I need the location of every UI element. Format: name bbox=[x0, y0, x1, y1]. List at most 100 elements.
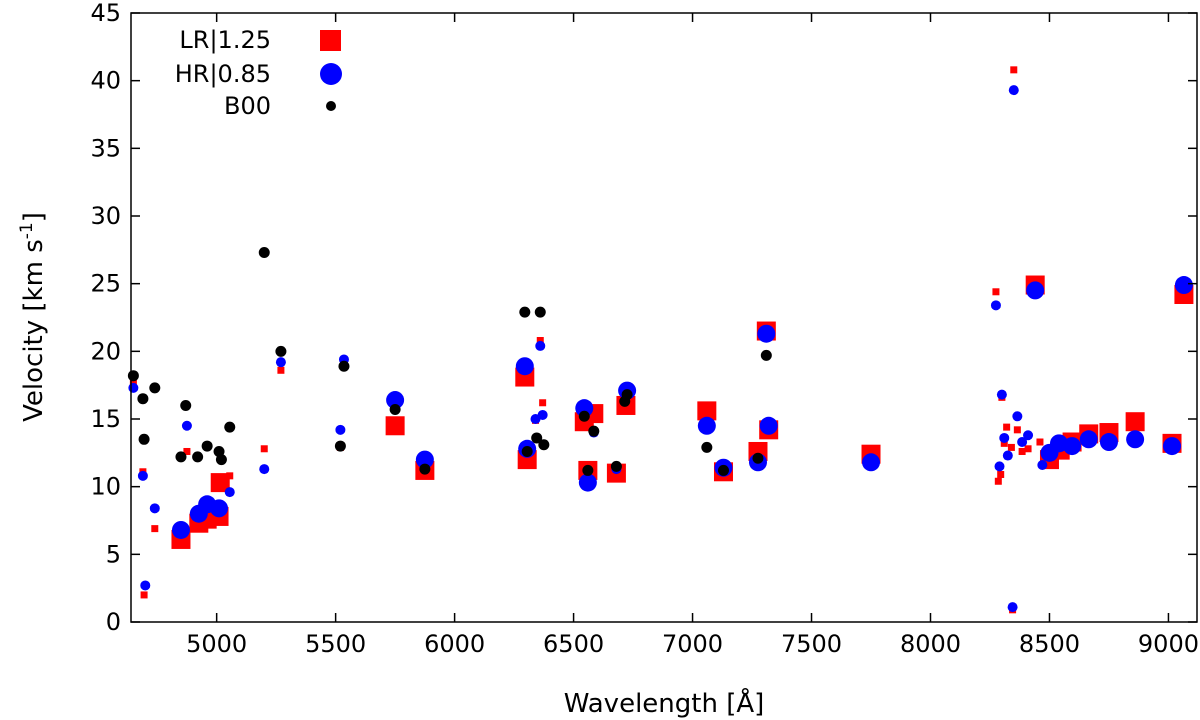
data-point bbox=[1007, 602, 1018, 613]
y-tick-label: 20 bbox=[90, 337, 121, 365]
data-point bbox=[171, 520, 190, 539]
data-point bbox=[1023, 430, 1034, 441]
y-tick-label: 40 bbox=[90, 67, 121, 95]
data-point bbox=[334, 440, 346, 452]
data-point bbox=[201, 440, 213, 452]
data-point bbox=[1018, 447, 1026, 455]
data-point bbox=[224, 421, 236, 433]
data-point bbox=[1024, 445, 1032, 453]
data-point bbox=[1037, 460, 1048, 471]
y-tick-label: 25 bbox=[90, 270, 121, 298]
data-point bbox=[385, 416, 405, 436]
data-point bbox=[275, 345, 287, 357]
x-axis-ticks: 5000 5500 6000 6500 7000 7500 8000 8500 9000 bbox=[186, 13, 1199, 658]
data-point bbox=[1079, 430, 1098, 449]
data-point bbox=[210, 473, 230, 493]
data-point bbox=[151, 525, 159, 533]
data-point bbox=[992, 288, 1000, 296]
data-point bbox=[1125, 412, 1145, 432]
legend: LR|1.25 HR|0.85 B00 bbox=[175, 26, 342, 120]
data-point bbox=[1007, 443, 1015, 451]
y-tick-label: 30 bbox=[90, 202, 121, 230]
data-point bbox=[515, 357, 534, 376]
data-point bbox=[757, 324, 776, 343]
plot-area bbox=[127, 66, 1194, 614]
data-point bbox=[1012, 411, 1023, 422]
y-tick-label: 0 bbox=[106, 608, 121, 636]
data-point bbox=[1002, 450, 1013, 461]
y-axis-title-main: Velocity [km s bbox=[19, 239, 49, 422]
data-point bbox=[1099, 433, 1118, 452]
data-point bbox=[990, 300, 1001, 311]
data-point bbox=[531, 432, 543, 444]
data-point bbox=[610, 460, 622, 472]
data-point bbox=[519, 306, 531, 318]
data-point bbox=[149, 382, 161, 394]
data-point bbox=[415, 450, 434, 469]
data-point bbox=[760, 349, 772, 361]
data-point bbox=[149, 503, 160, 514]
data-point bbox=[1174, 276, 1193, 295]
data-point bbox=[224, 487, 235, 498]
data-point bbox=[259, 464, 270, 475]
data-point bbox=[181, 420, 192, 431]
legend-marker-lr bbox=[320, 30, 341, 51]
legend-label-b00: B00 bbox=[224, 92, 271, 120]
y-axis-ticks: 0 5 10 15 20 25 30 35 40 45 bbox=[90, 0, 1197, 636]
x-tick-label: 6500 bbox=[543, 630, 604, 658]
data-point bbox=[127, 370, 139, 382]
x-axis-title: Wavelength [Å] bbox=[564, 687, 765, 719]
data-point bbox=[226, 472, 234, 480]
axes bbox=[130, 12, 1198, 623]
data-point bbox=[701, 441, 713, 453]
x-tick-label: 7500 bbox=[781, 630, 842, 658]
data-point bbox=[752, 452, 764, 464]
x-tick-label: 8500 bbox=[1019, 630, 1080, 658]
data-point bbox=[129, 378, 137, 386]
data-point bbox=[183, 447, 191, 455]
data-point bbox=[575, 399, 594, 418]
data-point bbox=[534, 306, 546, 318]
y-tick-label: 35 bbox=[90, 134, 121, 162]
legend-label-hr: HR|0.85 bbox=[175, 60, 271, 88]
data-point bbox=[539, 399, 547, 407]
series-b00 bbox=[127, 247, 772, 476]
y-tick-label: 5 bbox=[106, 540, 121, 568]
data-point bbox=[994, 461, 1005, 472]
data-point bbox=[994, 477, 1002, 485]
data-point bbox=[275, 357, 286, 368]
data-point bbox=[1163, 437, 1182, 456]
data-point bbox=[338, 360, 350, 372]
data-point bbox=[258, 247, 270, 259]
series-lr-1-25 bbox=[129, 66, 1194, 614]
data-point bbox=[538, 439, 550, 451]
data-point bbox=[537, 409, 548, 420]
data-point bbox=[588, 425, 600, 437]
x-tick-label: 5000 bbox=[186, 630, 247, 658]
data-point bbox=[1126, 430, 1145, 449]
legend-marker-b00 bbox=[326, 101, 336, 111]
data-point bbox=[999, 432, 1010, 443]
data-point bbox=[1010, 66, 1018, 74]
data-point bbox=[1008, 85, 1019, 96]
data-point bbox=[128, 382, 139, 393]
data-point bbox=[536, 337, 544, 345]
data-point bbox=[521, 445, 533, 457]
x-tick-label: 9000 bbox=[1138, 630, 1199, 658]
data-point bbox=[140, 591, 148, 599]
data-point bbox=[389, 404, 401, 416]
data-point bbox=[578, 473, 597, 492]
data-point bbox=[717, 464, 729, 476]
y-tick-label: 10 bbox=[90, 473, 121, 501]
data-point bbox=[621, 389, 633, 401]
x-tick-label: 7000 bbox=[662, 630, 723, 658]
x-tick-label: 5500 bbox=[305, 630, 366, 658]
data-point bbox=[138, 433, 150, 445]
data-point bbox=[260, 445, 268, 453]
data-point bbox=[386, 391, 405, 410]
y-axis-title: Velocity [km s-1] bbox=[17, 212, 49, 422]
data-point bbox=[137, 393, 149, 405]
data-point bbox=[697, 401, 717, 421]
data-point bbox=[192, 451, 204, 463]
